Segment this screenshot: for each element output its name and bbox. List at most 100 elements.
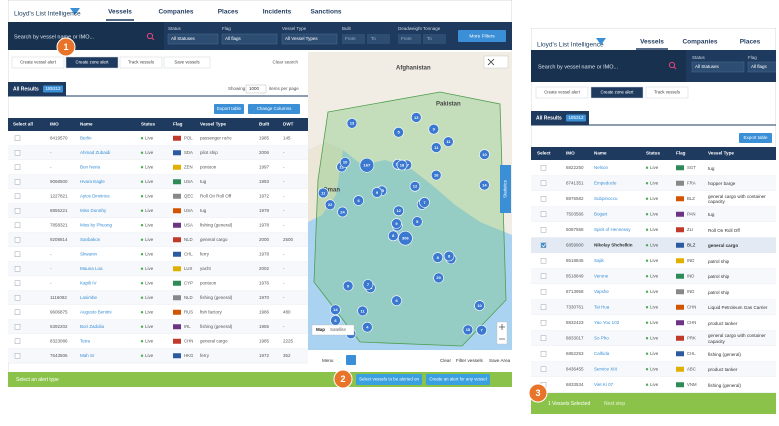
toolbar-button[interactable] [590,86,644,99]
row-checkbox[interactable] [14,324,21,330]
row-checkbox[interactable] [14,353,21,359]
table-row[interactable] [8,276,308,291]
table-row[interactable] [531,268,776,285]
vessel-cluster[interactable] [419,197,430,208]
row-checkbox[interactable] [540,258,547,264]
vessel-name[interactable]: Kapili IV [80,280,97,285]
table-row[interactable] [531,346,776,362]
table-row[interactable] [531,160,776,176]
row-checkbox[interactable] [14,164,21,170]
nav-tab[interactable]: Companies [682,39,717,46]
row-checkbox[interactable] [14,179,21,185]
table-row[interactable] [531,284,776,300]
vessel-name[interactable]: Yao You 102 [594,320,620,325]
vessel-cluster[interactable] [476,324,487,336]
table-row[interactable] [531,237,776,254]
nav-tab[interactable]: Places [740,39,761,46]
table-row[interactable] [531,299,776,316]
vessel-cluster[interactable] [433,272,444,284]
more-filters-button[interactable] [458,30,506,42]
toolbar-button[interactable] [535,86,589,99]
vessel-name[interactable]: Berlin [80,135,92,140]
range-from[interactable] [342,34,365,44]
change-columns-button[interactable] [248,104,300,114]
row-checkbox[interactable] [540,304,547,310]
table-row[interactable] [531,206,776,223]
table-row[interactable] [531,191,776,207]
filter-select[interactable] [281,33,338,45]
row-checkbox[interactable] [540,366,547,372]
footer-button[interactable] [426,374,490,385]
row-checkbox[interactable] [14,309,21,315]
row-checkbox[interactable] [14,295,21,301]
vessel-name[interactable]: Spirit of Hennessy [594,227,631,232]
vessel-cluster[interactable] [362,279,374,290]
row-checkbox[interactable] [14,222,21,228]
vessel-name[interactable]: Nelson [594,165,609,170]
clear-search[interactable]: Clear search [272,60,298,65]
table-row[interactable] [531,377,776,393]
export-button[interactable] [739,133,772,143]
table-row[interactable] [531,222,776,238]
row-checkbox[interactable] [540,289,547,295]
close-icon[interactable] [487,58,495,66]
vessel-cluster[interactable] [411,216,423,227]
vessel-cluster[interactable] [359,157,375,173]
search-box[interactable] [531,50,686,82]
filter-select[interactable] [747,61,778,73]
vessel-cluster[interactable] [346,117,358,129]
vessel-cluster[interactable] [387,230,399,242]
vessel-name[interactable]: Augusto Bentini [80,309,112,314]
vessel-name[interactable]: Bogart [594,211,608,216]
vessel-cluster[interactable] [430,142,442,153]
toolbar-button[interactable] [65,56,119,69]
row-checkbox[interactable] [540,227,547,233]
map-type[interactable]: Map [316,327,325,332]
footer-button[interactable] [356,374,422,385]
row-checkbox[interactable] [14,251,21,257]
nav-tab[interactable]: Companies [158,9,193,16]
vessel-cluster[interactable] [398,230,413,246]
table-row[interactable] [8,189,308,204]
toolbar-button[interactable] [119,56,163,69]
vessel-cluster[interactable] [342,280,354,292]
table-row[interactable] [531,315,776,331]
row-checkbox[interactable] [540,180,547,186]
vessel-name[interactable]: Nikolay Shchelkin [594,242,633,247]
vessel-name[interactable]: Ayios Dimitrios [80,193,110,198]
table-row[interactable] [531,175,776,192]
vessel-cluster[interactable] [339,157,351,168]
vessel-name[interactable]: Verone [594,273,609,278]
vessel-cluster[interactable] [474,300,485,311]
nav-tab[interactable]: Vessels [640,39,664,46]
vessel-name[interactable]: Ahmad Zubaidi [80,150,110,155]
range-to[interactable] [367,34,390,44]
row-checkbox[interactable] [14,338,21,344]
table-row[interactable] [8,131,308,146]
nav-tab[interactable]: Sanctions [310,9,341,16]
vessel-name[interactable]: Viet Ki 07 [594,382,614,387]
table-row[interactable] [8,305,308,320]
table-row[interactable] [531,330,776,347]
table-row[interactable] [8,334,308,349]
vessel-cluster[interactable] [393,126,404,138]
row-checkbox[interactable] [540,320,547,326]
map-type[interactable]: Satellite [330,327,347,332]
vessel-cluster[interactable] [428,123,440,135]
vessel-cluster[interactable] [353,195,364,206]
vessel-cluster[interactable] [409,181,421,192]
row-checkbox[interactable] [14,237,21,243]
map-control[interactable]: Save Area [489,358,511,363]
zoom-control[interactable] [496,321,508,345]
row-checkbox[interactable] [14,208,21,214]
vessel-name[interactable]: Miss by Phuong [80,222,113,227]
nav-tab[interactable]: Places [218,9,239,16]
table-row[interactable] [8,218,308,233]
table-row[interactable] [8,247,308,262]
next-step[interactable]: Next step [604,401,625,407]
map-control[interactable]: Filter vessels [456,358,484,363]
vessel-name[interactable]: Lasimbe [80,295,98,300]
row-checkbox[interactable] [540,273,547,279]
row-checkbox[interactable] [540,335,547,341]
table-row[interactable] [8,203,308,219]
